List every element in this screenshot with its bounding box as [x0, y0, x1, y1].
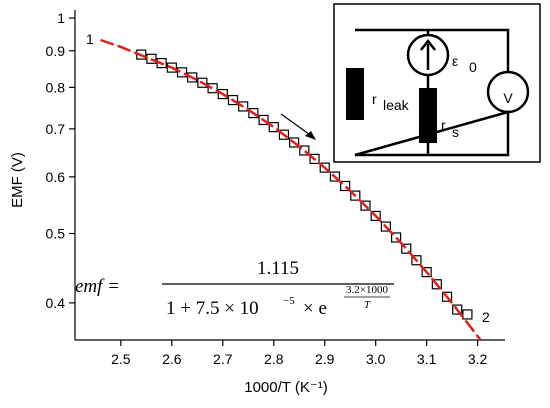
y-tick-label: 0.6 [46, 169, 66, 185]
x-tick-label: 2.6 [162, 351, 182, 367]
marker [431, 279, 442, 290]
marker [197, 77, 208, 88]
eq-numerator: 1.115 [257, 258, 299, 279]
marker [401, 243, 412, 254]
x-tick-label: 3.2 [468, 351, 488, 367]
inset: r leak ε 0 r s V [333, 3, 541, 163]
marker [390, 232, 402, 243]
y-tick-label: 0.8 [46, 79, 66, 95]
marker [360, 200, 371, 211]
x-tick-label: 3.1 [417, 351, 437, 367]
marker [380, 221, 391, 232]
resistor-s [419, 88, 437, 143]
y-tick-label: 0.4 [46, 295, 66, 311]
x-tick-label: 2.9 [315, 351, 335, 367]
x-tick-label: 2.8 [264, 351, 284, 367]
r-leak-sub: leak [383, 97, 410, 113]
eq-power: −5 [283, 295, 295, 307]
eq-e: × e [303, 298, 327, 319]
marker [187, 72, 198, 83]
x-axis-label: 1000/T (K⁻¹) [244, 379, 328, 396]
emf-sub: 0 [469, 59, 477, 75]
eq-exp-den: T [364, 299, 371, 311]
r-s-sub: s [452, 124, 459, 140]
marker [340, 180, 351, 192]
meter-label: V [503, 90, 513, 106]
marker [411, 255, 422, 266]
x-tick-label: 2.7 [213, 351, 233, 367]
marker [227, 94, 239, 106]
marker [166, 62, 177, 73]
r-leak: r [372, 91, 377, 107]
marker [309, 153, 320, 165]
arrow-head [305, 131, 316, 140]
marker [452, 304, 463, 315]
marker [441, 291, 453, 302]
resistor-leak [346, 68, 364, 120]
marker [268, 122, 279, 133]
y-tick-label: 0.7 [46, 121, 66, 137]
eq-exp-num: 3.2×1000 [346, 284, 388, 296]
fit-line [100, 38, 483, 340]
source [406, 33, 450, 77]
eq-lhs: emf = [75, 276, 120, 297]
marker [207, 83, 218, 94]
y-tick-label: 1 [57, 10, 65, 26]
marker [156, 57, 167, 69]
marker [289, 137, 300, 148]
x-tick-label: 2.5 [111, 351, 131, 367]
marker [176, 67, 188, 78]
arrow [280, 113, 314, 138]
circuit-wires [354, 28, 510, 157]
marker [462, 309, 473, 320]
marker [238, 101, 249, 112]
y-axis-label: EMF (V) [9, 152, 26, 208]
marker [329, 171, 341, 182]
eq-denominator: 1 + 7.5 × 10 [166, 298, 259, 319]
marker [319, 162, 330, 173]
marker [146, 53, 157, 64]
source-arrow [420, 38, 436, 70]
start-label: 1 [86, 31, 94, 47]
marker [258, 114, 269, 126]
y-tick-label: 0.5 [46, 226, 66, 242]
voltmeter [486, 70, 530, 114]
marker [217, 88, 228, 100]
r-s: r [441, 117, 446, 133]
marker [278, 129, 290, 140]
marker [421, 267, 432, 278]
y-tick-label: 0.9 [46, 43, 66, 59]
marker [350, 190, 361, 201]
marker [248, 107, 259, 119]
marker [370, 210, 381, 222]
marker [299, 145, 310, 156]
end-label: 2 [482, 309, 490, 325]
x-tick-label: 3.0 [366, 351, 386, 367]
emf-symbol: ε [452, 53, 458, 69]
